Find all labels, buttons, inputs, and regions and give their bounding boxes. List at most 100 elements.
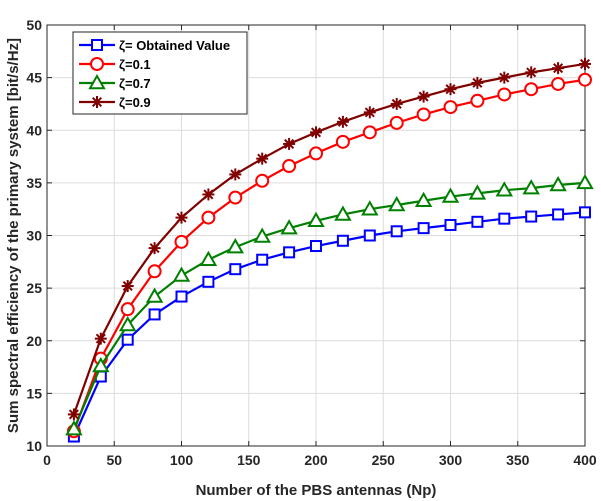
legend-entry: ζ=0.7 [79, 73, 151, 91]
series-layer [65, 57, 594, 443]
triangle-marker [307, 211, 325, 228]
circle-marker [228, 190, 243, 205]
circle-marker [497, 87, 512, 102]
asterisk-stroke [257, 153, 268, 164]
triangle-marker [522, 179, 540, 195]
asterisk-marker [579, 57, 591, 70]
circle-marker [416, 107, 431, 122]
asterisk-marker [229, 168, 242, 181]
square-marker [552, 208, 565, 221]
triangle-marker [387, 195, 406, 212]
asterisk-stroke [176, 212, 187, 223]
triangle-marker [549, 175, 567, 192]
asterisk-marker [256, 152, 269, 165]
triangle-marker [145, 287, 164, 303]
series-line [72, 62, 586, 415]
y-tick-label: 35 [26, 175, 42, 191]
circle-marker [470, 93, 485, 108]
asterisk-stroke [445, 84, 456, 95]
axis-ticks: 0 50 100 150 200 250 300 350 400 10 15 20 25 30 35 40 45… [26, 17, 596, 468]
square-marker [579, 206, 591, 219]
asterisk-marker [390, 97, 403, 110]
circle-marker [335, 134, 350, 149]
square-marker [148, 308, 161, 321]
asterisk-stroke [553, 63, 564, 74]
asterisk-marker [148, 242, 161, 255]
x-axis-label: Number of the PBS antennas (Np) [196, 482, 437, 499]
legend: ζ= Obtained Value ζ=0.1 ζ=0.7 ζ=0.9 [72, 31, 248, 115]
x-tick-label: 150 [237, 452, 261, 468]
square-marker [471, 215, 484, 228]
triangle-marker [226, 238, 245, 254]
square-marker [256, 253, 269, 266]
legend-entry: ζ=0.1 [79, 57, 151, 72]
triangle-marker [92, 356, 110, 373]
series-1 [67, 206, 591, 443]
circle-marker [120, 302, 135, 317]
y-tick-label: 30 [26, 228, 42, 244]
series-4 [67, 57, 591, 421]
square-marker [175, 290, 188, 303]
asterisk-stroke [391, 98, 402, 109]
triangle-marker [88, 73, 106, 90]
square-marker [229, 263, 242, 276]
asterisk-stroke [149, 243, 160, 254]
asterisk-stroke [418, 91, 429, 102]
y-axis-label: Sum spectral efficiency of the primary s… [5, 38, 22, 433]
legend-label: ζ=0.1 [119, 57, 151, 72]
circle-marker [524, 82, 539, 97]
square-marker [444, 218, 457, 231]
y-tick-label: 25 [26, 280, 42, 296]
asterisk-marker [552, 62, 565, 75]
asterisk-marker [283, 137, 296, 150]
triangle-marker [280, 219, 298, 235]
square-marker [390, 225, 403, 238]
circle-marker [309, 146, 323, 161]
asterisk-stroke [230, 169, 241, 180]
triangle-marker [172, 266, 191, 282]
legend-entry: ζ= Obtained Value [79, 38, 230, 53]
asterisk-marker [91, 96, 103, 108]
asterisk-stroke [472, 77, 483, 88]
triangle-marker [199, 250, 218, 266]
asterisk-stroke [579, 58, 591, 69]
y-tick-label: 45 [26, 70, 42, 86]
asterisk-marker [444, 83, 457, 96]
square-marker [310, 240, 322, 253]
square-marker [202, 275, 215, 288]
circle-marker [282, 159, 297, 174]
legend-entry: ζ=0.9 [79, 95, 151, 110]
series-line [72, 211, 586, 437]
asterisk-stroke [68, 409, 79, 420]
x-tick-label: 200 [304, 452, 328, 468]
legend-label: ζ= Obtained Value [119, 38, 230, 53]
circle-marker [147, 264, 162, 279]
asterisk-marker [67, 408, 80, 421]
triangle-marker [468, 184, 487, 200]
triangle-marker [441, 187, 460, 203]
asterisk-marker [121, 280, 134, 293]
y-tick-label: 50 [26, 17, 42, 33]
legend-label: ζ=0.7 [119, 76, 151, 91]
asterisk-marker [175, 211, 188, 224]
asterisk-stroke [284, 138, 295, 149]
triangle-marker [495, 181, 514, 197]
x-tick-label: 0 [43, 452, 51, 468]
square-marker [121, 333, 134, 346]
asterisk-marker [363, 106, 376, 119]
circle-marker [90, 57, 104, 71]
asterisk-stroke [364, 107, 375, 118]
y-tick-label: 20 [26, 333, 42, 349]
square-marker [283, 246, 296, 259]
triangle-marker [576, 173, 594, 190]
asterisk-stroke [337, 116, 348, 127]
series-3 [65, 173, 594, 436]
x-tick-label: 50 [106, 452, 122, 468]
x-tick-label: 350 [506, 452, 530, 468]
asterisk-marker [498, 71, 511, 84]
asterisk-stroke [499, 72, 510, 83]
x-tick-label: 100 [170, 452, 194, 468]
square-marker [91, 39, 103, 51]
x-tick-label: 300 [439, 452, 463, 468]
